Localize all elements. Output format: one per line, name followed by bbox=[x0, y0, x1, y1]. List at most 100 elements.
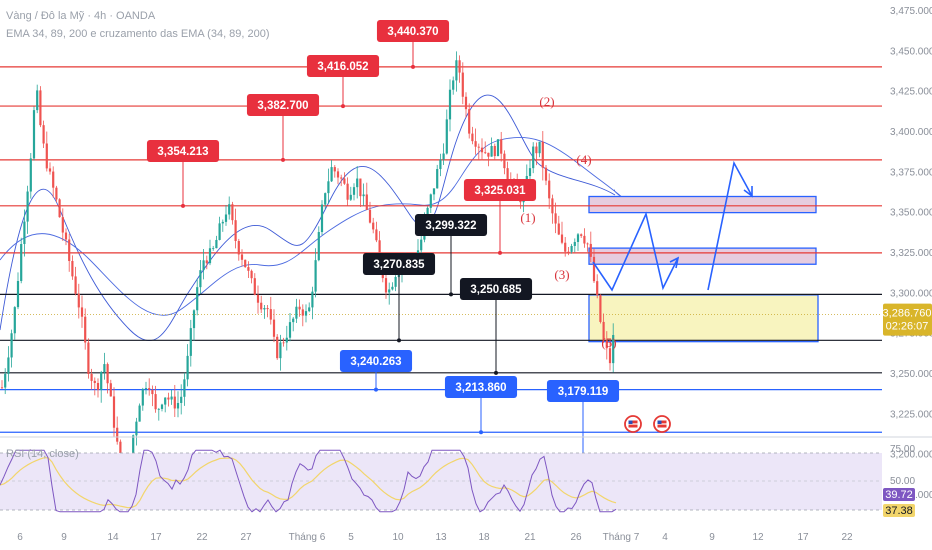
pivot-label: 3,299.322 bbox=[414, 214, 488, 297]
resistance-label: 3,416.052 bbox=[306, 55, 380, 109]
candle bbox=[384, 274, 388, 299]
candle bbox=[260, 295, 263, 313]
wave-label: (4) bbox=[576, 152, 591, 167]
candle bbox=[356, 166, 359, 199]
ema-34-line bbox=[0, 94, 616, 341]
candle bbox=[141, 387, 144, 411]
candle bbox=[320, 200, 324, 236]
wave-label: (3) bbox=[554, 267, 569, 282]
candle bbox=[295, 298, 298, 323]
time-tick-label: 9 bbox=[61, 532, 67, 543]
candle bbox=[20, 237, 23, 284]
candle bbox=[314, 248, 317, 298]
candle bbox=[157, 407, 160, 421]
candle bbox=[359, 178, 362, 208]
candle bbox=[263, 305, 266, 319]
time-tick-label: 27 bbox=[240, 532, 252, 543]
time-tick-label: 26 bbox=[570, 532, 582, 543]
candle bbox=[266, 305, 269, 318]
candle bbox=[180, 384, 183, 415]
candle bbox=[365, 182, 368, 211]
candle bbox=[468, 103, 471, 139]
time-axis[interactable]: 6 9 14 17 22 27 Tháng 6 5 10 13 18 21 26 Tháng 7 4 9 12 1… bbox=[17, 532, 853, 543]
candle bbox=[362, 183, 365, 206]
candle bbox=[503, 150, 506, 175]
price-tick-label: 3,300.000 bbox=[890, 288, 932, 299]
candle bbox=[176, 391, 180, 418]
candle bbox=[212, 245, 215, 251]
candle bbox=[164, 397, 167, 413]
pink-zone bbox=[588, 195, 817, 214]
candle bbox=[199, 260, 202, 294]
indicator-title: EMA 34, 89, 200 e cruzamento das EMA (34… bbox=[6, 28, 270, 40]
svg-text:3,440.370: 3,440.370 bbox=[387, 26, 438, 38]
candle bbox=[68, 233, 71, 272]
event-markers[interactable] bbox=[624, 415, 671, 433]
candle bbox=[61, 208, 64, 241]
candle bbox=[247, 261, 250, 278]
candle bbox=[167, 392, 170, 407]
candle bbox=[580, 233, 583, 238]
price-pane[interactable]: 3,440.370 3,416.052 3,382.700 3,354.213 3,32… bbox=[0, 0, 882, 491]
candle bbox=[87, 338, 90, 379]
candle bbox=[372, 217, 375, 234]
time-tick-label: 5 bbox=[348, 532, 354, 543]
price-tick-label: 3,225.000 bbox=[890, 409, 932, 420]
time-tick-label: 17 bbox=[797, 532, 809, 543]
candle bbox=[26, 185, 29, 234]
time-tick-label: 22 bbox=[196, 532, 208, 543]
candle bbox=[116, 416, 119, 445]
candle bbox=[432, 188, 436, 201]
price-tick-label: 3,375.000 bbox=[890, 167, 932, 178]
candle bbox=[474, 128, 477, 155]
support-label: 3,213.860 bbox=[444, 376, 518, 435]
support-label: 3,179.119 bbox=[546, 380, 620, 491]
candle bbox=[496, 139, 500, 157]
candle bbox=[420, 234, 423, 254]
time-tick-label: 9 bbox=[709, 532, 715, 543]
candle bbox=[36, 84, 39, 114]
candle bbox=[253, 273, 256, 296]
candle bbox=[576, 232, 580, 251]
ema-89-line bbox=[0, 136, 622, 316]
candle bbox=[148, 378, 151, 396]
price-tick-label: 3,475.000 bbox=[890, 6, 932, 17]
candle bbox=[429, 193, 432, 213]
candle bbox=[10, 329, 13, 368]
us-flag-icon[interactable] bbox=[624, 415, 642, 433]
ema-lines bbox=[0, 94, 622, 341]
svg-text:3,179.119: 3,179.119 bbox=[558, 386, 609, 398]
candle bbox=[218, 216, 221, 241]
candle bbox=[282, 337, 285, 347]
candle bbox=[48, 162, 52, 175]
arrow-head bbox=[669, 256, 680, 269]
candle bbox=[541, 131, 544, 181]
candle bbox=[442, 143, 445, 165]
last-price-badge: 3,286.760 02:26:07 bbox=[883, 303, 932, 336]
candle bbox=[154, 385, 157, 413]
candle bbox=[215, 235, 218, 249]
time-tick-label: 4 bbox=[662, 532, 668, 543]
price-tick-label: 3,200.000 bbox=[890, 450, 932, 461]
candle bbox=[612, 323, 615, 373]
candle bbox=[493, 143, 496, 160]
candle bbox=[173, 384, 176, 418]
resistance-label: 3,382.700 bbox=[246, 94, 320, 162]
rsi-line bbox=[0, 449, 617, 513]
us-flag-icon[interactable] bbox=[653, 415, 671, 433]
candle bbox=[231, 201, 234, 225]
candle bbox=[538, 141, 541, 158]
candle bbox=[90, 368, 93, 390]
candle bbox=[589, 231, 592, 263]
rsi-tick-label: 50.00 bbox=[890, 476, 915, 487]
price-axis[interactable]: 3,475.000 3,450.000 3,425.000 3,400.000 3,37… bbox=[882, 0, 932, 501]
candle bbox=[55, 185, 58, 203]
candle bbox=[208, 239, 212, 266]
time-tick-label: 14 bbox=[107, 532, 119, 543]
candle bbox=[317, 226, 320, 262]
candle bbox=[551, 194, 554, 224]
projection-path-2 bbox=[707, 160, 753, 291]
candle bbox=[228, 196, 231, 220]
candle bbox=[436, 164, 439, 189]
